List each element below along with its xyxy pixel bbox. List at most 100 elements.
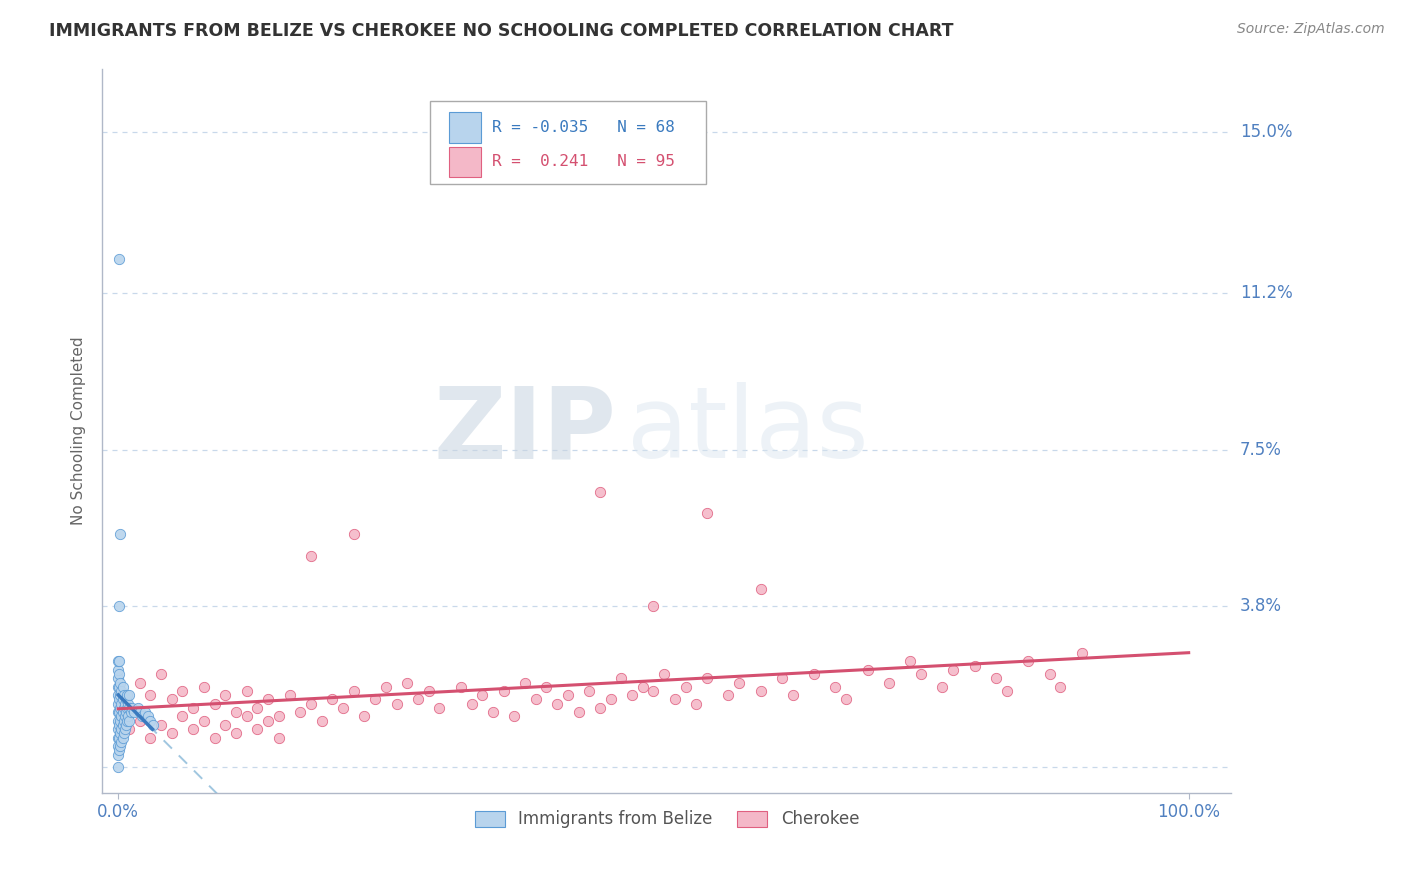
Point bbox=[112, 688, 135, 702]
Point bbox=[513, 675, 536, 690]
Point bbox=[128, 714, 150, 728]
Point bbox=[803, 667, 825, 681]
Point bbox=[108, 692, 131, 706]
Point bbox=[1038, 667, 1060, 681]
Text: R =  0.241   N = 95: R = 0.241 N = 95 bbox=[492, 154, 675, 169]
Point bbox=[114, 692, 136, 706]
Point bbox=[128, 675, 150, 690]
Point bbox=[235, 709, 257, 723]
Point bbox=[204, 731, 226, 745]
Point bbox=[1049, 680, 1071, 694]
Point bbox=[898, 654, 921, 668]
Point bbox=[664, 692, 686, 706]
Text: 7.5%: 7.5% bbox=[1240, 441, 1282, 458]
Point bbox=[482, 705, 505, 719]
Point bbox=[524, 692, 547, 706]
Point bbox=[910, 667, 932, 681]
Point bbox=[111, 718, 134, 732]
Point bbox=[1017, 654, 1039, 668]
Point bbox=[696, 671, 718, 685]
Point bbox=[877, 675, 900, 690]
Point bbox=[141, 718, 163, 732]
Point bbox=[107, 688, 129, 702]
Point bbox=[136, 709, 159, 723]
Point bbox=[214, 718, 236, 732]
Point bbox=[108, 680, 131, 694]
Point bbox=[112, 701, 135, 715]
Point bbox=[536, 680, 558, 694]
Point bbox=[267, 731, 290, 745]
Point bbox=[343, 684, 366, 698]
Point bbox=[589, 485, 612, 500]
Point bbox=[139, 714, 162, 728]
Point bbox=[127, 701, 149, 715]
Point bbox=[115, 714, 138, 728]
Point bbox=[107, 760, 129, 774]
Point bbox=[492, 684, 515, 698]
Point bbox=[121, 701, 143, 715]
Bar bbox=[449, 112, 481, 143]
Point bbox=[108, 599, 131, 614]
Point bbox=[193, 714, 215, 728]
Point bbox=[204, 697, 226, 711]
Point bbox=[567, 705, 589, 719]
Point bbox=[257, 714, 280, 728]
Point bbox=[610, 671, 633, 685]
Point bbox=[110, 675, 132, 690]
Point bbox=[290, 705, 312, 719]
Point bbox=[193, 680, 215, 694]
Text: R = -0.035   N = 68: R = -0.035 N = 68 bbox=[492, 120, 675, 135]
Point bbox=[717, 688, 740, 702]
Point bbox=[578, 684, 600, 698]
Point bbox=[460, 697, 482, 711]
Point bbox=[963, 658, 986, 673]
Point bbox=[225, 705, 247, 719]
Point bbox=[110, 726, 132, 740]
Point bbox=[824, 680, 846, 694]
Point bbox=[150, 667, 173, 681]
Point bbox=[299, 697, 322, 711]
Point bbox=[108, 252, 131, 266]
Point bbox=[107, 714, 129, 728]
Point bbox=[267, 709, 290, 723]
Point bbox=[107, 722, 129, 736]
Point bbox=[1070, 646, 1092, 660]
Point bbox=[246, 722, 269, 736]
Point bbox=[685, 697, 707, 711]
Point bbox=[107, 680, 129, 694]
Text: 3.8%: 3.8% bbox=[1240, 598, 1282, 615]
Point bbox=[257, 692, 280, 706]
Point bbox=[118, 701, 141, 715]
Point bbox=[110, 701, 132, 715]
Point bbox=[749, 684, 772, 698]
Point bbox=[770, 671, 793, 685]
Point bbox=[418, 684, 440, 698]
Point bbox=[134, 705, 156, 719]
Point bbox=[114, 722, 136, 736]
Point bbox=[115, 688, 138, 702]
Point bbox=[150, 718, 173, 732]
Point bbox=[631, 680, 654, 694]
Text: 15.0%: 15.0% bbox=[1240, 123, 1292, 141]
Point bbox=[396, 675, 419, 690]
Legend: Immigrants from Belize, Cherokee: Immigrants from Belize, Cherokee bbox=[468, 804, 866, 835]
Point bbox=[117, 709, 139, 723]
Point bbox=[107, 705, 129, 719]
Point bbox=[984, 671, 1007, 685]
Point bbox=[114, 718, 136, 732]
Text: atlas: atlas bbox=[627, 382, 869, 479]
Point bbox=[108, 731, 131, 745]
Point bbox=[181, 701, 204, 715]
Point bbox=[406, 692, 429, 706]
Point bbox=[107, 739, 129, 753]
Point bbox=[112, 714, 135, 728]
Point bbox=[115, 701, 138, 715]
Point bbox=[749, 582, 772, 597]
Point bbox=[246, 701, 269, 715]
Point bbox=[139, 688, 162, 702]
Point bbox=[235, 684, 257, 698]
Point bbox=[429, 701, 451, 715]
Point bbox=[112, 726, 135, 740]
Point bbox=[110, 697, 132, 711]
Point bbox=[321, 692, 343, 706]
